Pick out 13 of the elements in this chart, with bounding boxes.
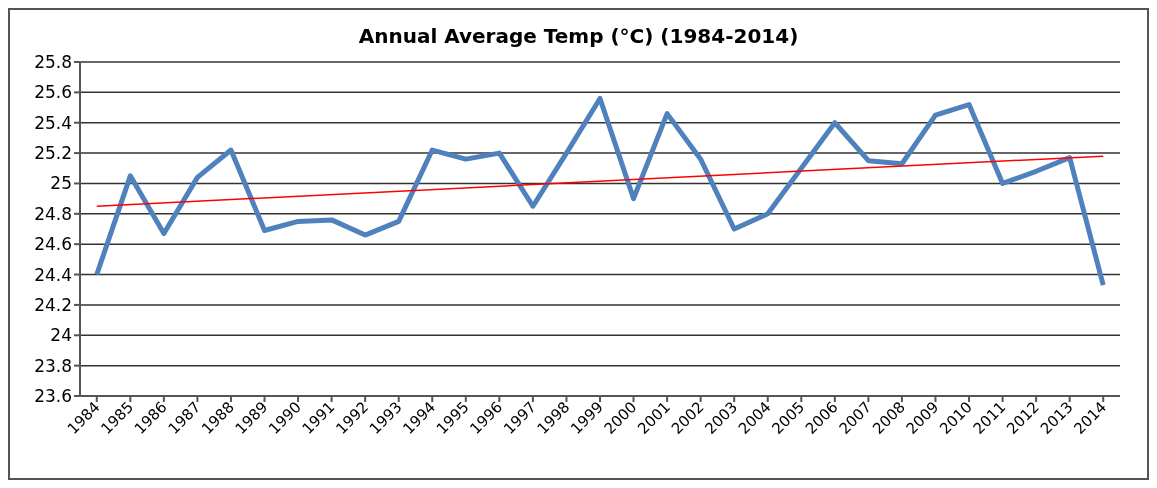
- y-tick-label: 25: [50, 173, 72, 194]
- y-tick-label: 24.8: [34, 203, 72, 224]
- y-tick-label: 24: [50, 325, 72, 346]
- chart-title: Annual Average Temp (°C) (1984-2014): [357, 24, 800, 48]
- y-tick-label: 24.2: [34, 294, 72, 315]
- y-tick-label: 25.8: [34, 52, 72, 73]
- y-tick-label: 24.4: [34, 264, 72, 285]
- y-tick-label: 23.6: [34, 386, 72, 407]
- y-tick-label: 25.6: [34, 82, 72, 103]
- y-tick-label: 25.4: [34, 112, 72, 133]
- y-tick-label: 24.6: [34, 234, 72, 255]
- y-tick-label: 23.8: [34, 355, 72, 376]
- y-tick-label: 25.2: [34, 143, 72, 164]
